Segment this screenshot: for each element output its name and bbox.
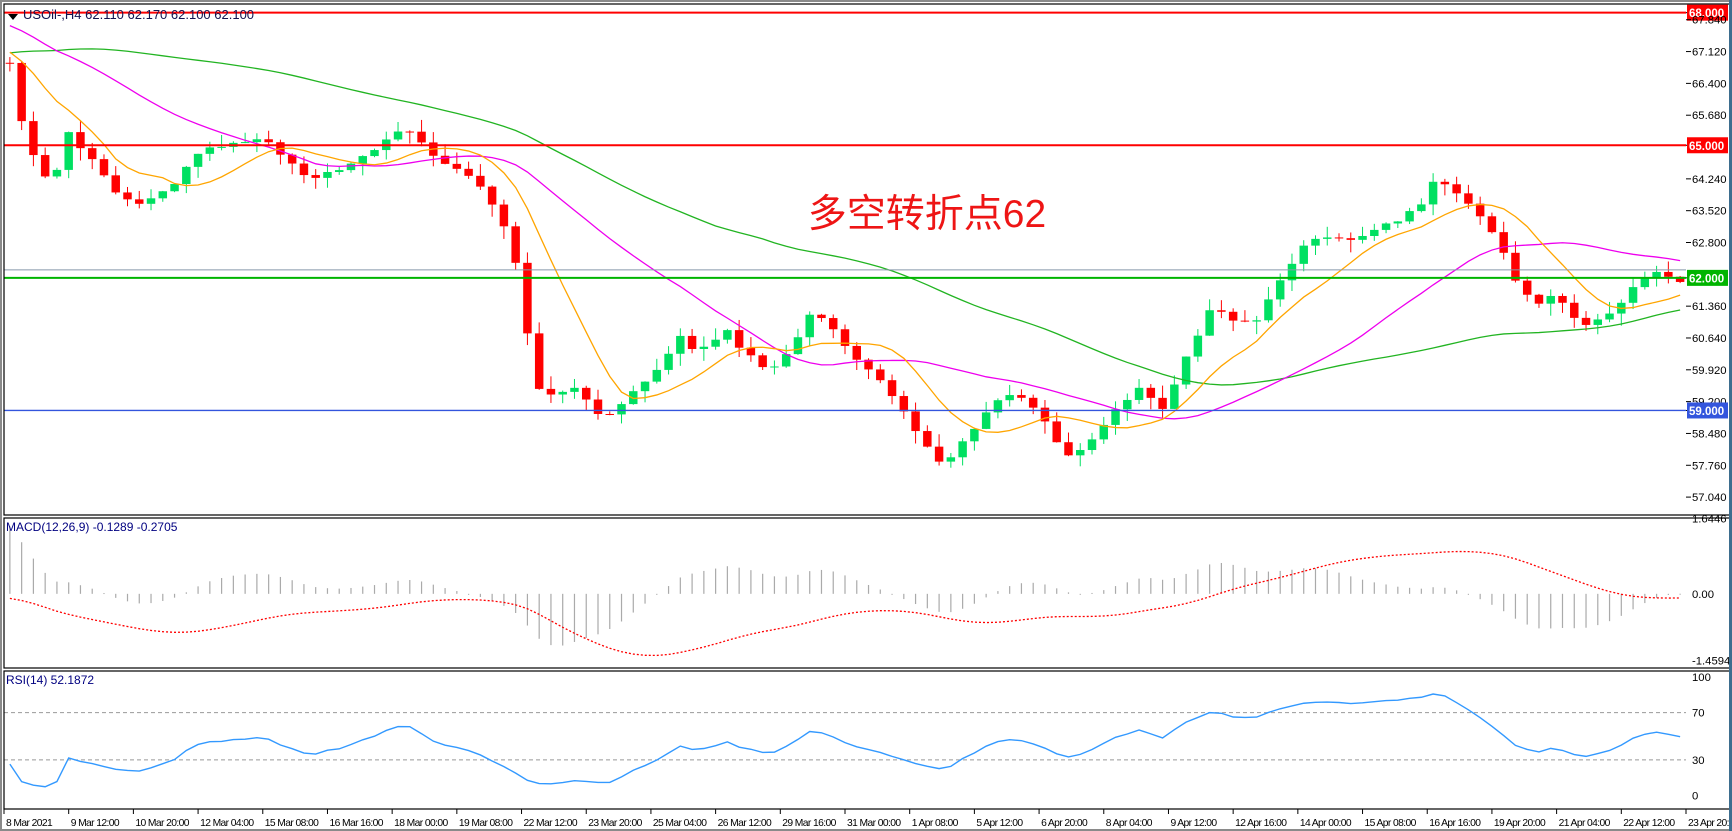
svg-text:-1.4594: -1.4594 xyxy=(1692,656,1730,668)
svg-text:19 Mar 08:00: 19 Mar 08:00 xyxy=(459,818,513,829)
svg-text:59.000: 59.000 xyxy=(1689,406,1724,418)
svg-text:66.400: 66.400 xyxy=(1692,78,1727,90)
svg-text:9 Apr 12:00: 9 Apr 12:00 xyxy=(1170,818,1217,829)
svg-text:30: 30 xyxy=(1692,755,1705,767)
svg-text:8 Mar 2021: 8 Mar 2021 xyxy=(6,818,53,829)
svg-text:23 Apr 20:00: 23 Apr 20:00 xyxy=(1688,818,1732,829)
svg-text:31 Mar 00:00: 31 Mar 00:00 xyxy=(847,818,901,829)
svg-text:60.640: 60.640 xyxy=(1692,333,1727,345)
svg-text:65.000: 65.000 xyxy=(1689,141,1724,153)
svg-text:25 Mar 04:00: 25 Mar 04:00 xyxy=(653,818,707,829)
svg-text:16 Apr 16:00: 16 Apr 16:00 xyxy=(1429,818,1481,829)
svg-text:RSI(14) 52.1872: RSI(14) 52.1872 xyxy=(6,673,94,687)
svg-text:61.360: 61.360 xyxy=(1692,301,1727,313)
svg-text:14 Apr 00:00: 14 Apr 00:00 xyxy=(1300,818,1352,829)
svg-text:9 Mar 12:00: 9 Mar 12:00 xyxy=(71,818,120,829)
svg-text:21 Apr 04:00: 21 Apr 04:00 xyxy=(1559,818,1611,829)
svg-text:USOil-,H4 62.110 62.170 62.1: USOil-,H4 62.110 62.170 62.100 62.100 xyxy=(23,7,254,22)
svg-text:0: 0 xyxy=(1692,790,1698,802)
svg-text:26 Mar 12:00: 26 Mar 12:00 xyxy=(718,818,772,829)
svg-text:15 Apr 08:00: 15 Apr 08:00 xyxy=(1365,818,1417,829)
svg-text:100: 100 xyxy=(1692,672,1711,684)
svg-text:62.800: 62.800 xyxy=(1692,238,1727,250)
svg-text:1 Apr 08:00: 1 Apr 08:00 xyxy=(912,818,959,829)
svg-text:0.00: 0.00 xyxy=(1692,589,1714,601)
svg-text:12 Apr 16:00: 12 Apr 16:00 xyxy=(1235,818,1287,829)
svg-text:18 Mar 00:00: 18 Mar 00:00 xyxy=(394,818,448,829)
svg-text:8 Apr 04:00: 8 Apr 04:00 xyxy=(1106,818,1153,829)
svg-text:65.680: 65.680 xyxy=(1692,110,1727,122)
svg-text:57.040: 57.040 xyxy=(1692,492,1727,504)
svg-text:59.920: 59.920 xyxy=(1692,365,1727,377)
svg-text:12 Mar 04:00: 12 Mar 04:00 xyxy=(200,818,254,829)
svg-text:19 Apr 20:00: 19 Apr 20:00 xyxy=(1494,818,1546,829)
svg-text:29 Mar 16:00: 29 Mar 16:00 xyxy=(782,818,836,829)
svg-text:MACD(12,26,9) -0.1289 -0.2705: MACD(12,26,9) -0.1289 -0.2705 xyxy=(6,520,178,534)
svg-text:64.240: 64.240 xyxy=(1692,174,1727,186)
svg-text:6 Apr 20:00: 6 Apr 20:00 xyxy=(1041,818,1088,829)
svg-text:10 Mar 20:00: 10 Mar 20:00 xyxy=(135,818,189,829)
svg-text:多空转折点62: 多空转折点62 xyxy=(808,193,1046,236)
svg-text:23 Mar 20:00: 23 Mar 20:00 xyxy=(588,818,642,829)
svg-text:22 Apr 12:00: 22 Apr 12:00 xyxy=(1623,818,1675,829)
svg-text:58.480: 58.480 xyxy=(1692,428,1727,440)
svg-text:67.840: 67.840 xyxy=(1692,15,1727,27)
svg-text:57.760: 57.760 xyxy=(1692,460,1727,472)
svg-text:62.000: 62.000 xyxy=(1689,273,1724,285)
svg-text:70: 70 xyxy=(1692,708,1705,720)
svg-text:67.120: 67.120 xyxy=(1692,47,1727,59)
svg-text:16 Mar 16:00: 16 Mar 16:00 xyxy=(329,818,383,829)
svg-text:63.520: 63.520 xyxy=(1692,206,1727,218)
svg-text:22 Mar 12:00: 22 Mar 12:00 xyxy=(524,818,578,829)
svg-text:15 Mar 08:00: 15 Mar 08:00 xyxy=(265,818,319,829)
svg-text:5 Apr 12:00: 5 Apr 12:00 xyxy=(976,818,1023,829)
